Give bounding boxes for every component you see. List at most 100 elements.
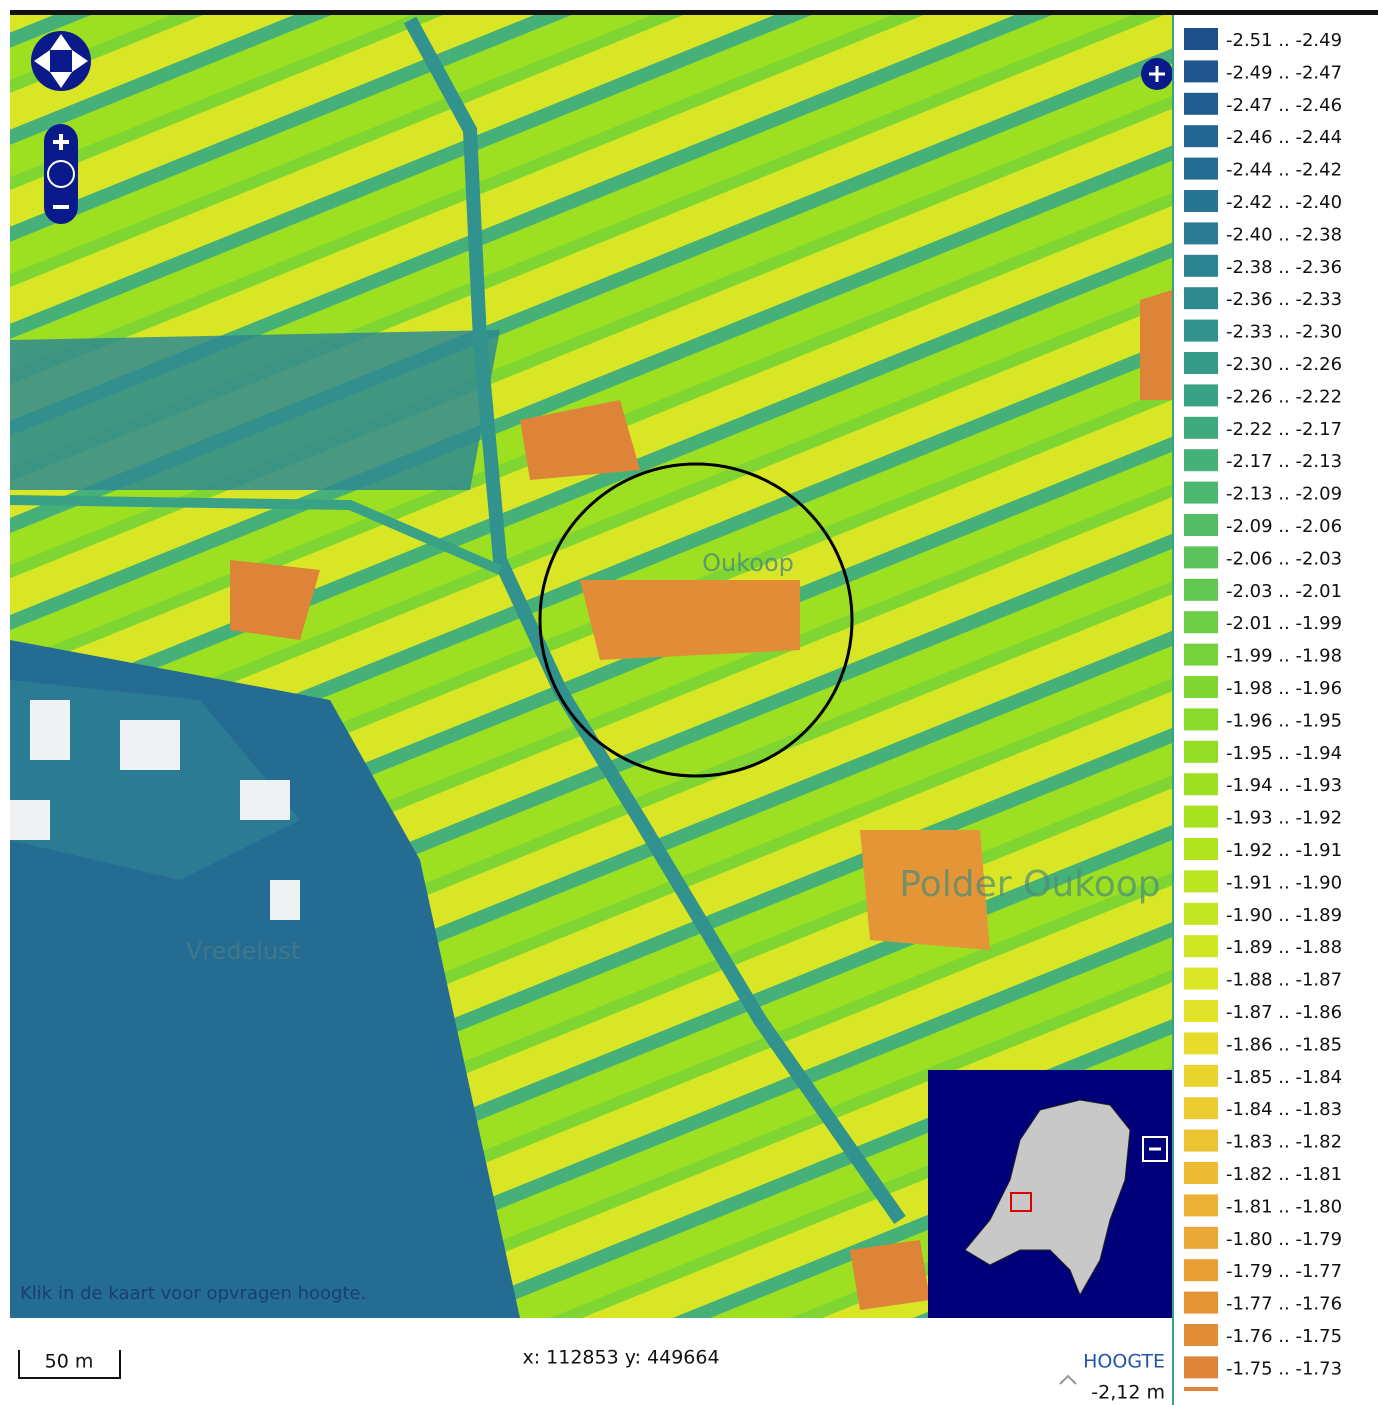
legend-swatch bbox=[1184, 28, 1218, 50]
legend-label: -2.26 .. -2.22 bbox=[1226, 386, 1342, 407]
place-label: Oukoop bbox=[702, 549, 794, 577]
raised-area bbox=[520, 400, 640, 480]
legend-label: -1.96 .. -1.95 bbox=[1226, 710, 1342, 731]
overview-extent bbox=[1010, 1192, 1032, 1212]
legend-label: -1.98 .. -1.96 bbox=[1226, 678, 1342, 699]
legend-swatch bbox=[1184, 838, 1218, 860]
legend-swatch bbox=[1184, 125, 1218, 148]
legend-swatch bbox=[1184, 1356, 1218, 1379]
legend-swatch bbox=[1184, 1291, 1218, 1314]
waterway bbox=[403, 16, 906, 1225]
legend-label: -1.79 .. -1.77 bbox=[1226, 1261, 1342, 1282]
legend-label: -1.91 .. -1.90 bbox=[1226, 872, 1342, 893]
pan-up[interactable] bbox=[50, 34, 72, 50]
height-title: HOOGTE bbox=[1083, 1351, 1165, 1373]
legend-label: -1.89 .. -1.88 bbox=[1226, 937, 1342, 958]
legend-swatch bbox=[1184, 384, 1218, 407]
legend-label: -1.82 .. -1.81 bbox=[1226, 1164, 1342, 1185]
raised-area bbox=[860, 830, 990, 950]
map-hint: Klik in de kaart voor opvragen hoogte. bbox=[20, 1283, 366, 1304]
legend-label: -2.33 .. -2.30 bbox=[1226, 322, 1342, 343]
legend-label: -2.40 .. -2.38 bbox=[1226, 224, 1342, 245]
scale-bar bbox=[18, 1350, 121, 1379]
legend-label: -1.90 .. -1.89 bbox=[1226, 905, 1342, 926]
legend-label: -1.76 .. -1.75 bbox=[1226, 1326, 1342, 1347]
no-data bbox=[120, 720, 180, 770]
pan-pad[interactable] bbox=[31, 31, 91, 91]
legend-label: -2.42 .. -2.40 bbox=[1226, 192, 1342, 213]
legend-swatch bbox=[1184, 676, 1218, 698]
legend-label: -2.30 .. -2.26 bbox=[1226, 354, 1342, 375]
coordinates: x: 112853 y: 449664 bbox=[522, 1347, 719, 1369]
legend-label: -1.99 .. -1.98 bbox=[1226, 646, 1342, 667]
legend-swatch bbox=[1184, 190, 1218, 212]
legend-swatch bbox=[1184, 1162, 1218, 1184]
zoom-in[interactable] bbox=[53, 134, 69, 150]
low-area bbox=[10, 330, 500, 490]
legend-label: -2.17 .. -2.13 bbox=[1226, 451, 1342, 472]
pan-left[interactable] bbox=[34, 50, 50, 72]
legend-swatch bbox=[1184, 1097, 1218, 1120]
legend-label: -2.47 .. -2.46 bbox=[1226, 95, 1342, 116]
zoom-world[interactable] bbox=[47, 160, 75, 188]
legend-swatch bbox=[1184, 481, 1218, 504]
legend-swatch bbox=[1184, 92, 1218, 115]
legend-swatch bbox=[1184, 902, 1218, 925]
legend-swatch bbox=[1184, 60, 1218, 83]
legend-swatch bbox=[1184, 1194, 1218, 1217]
waterway bbox=[9, 495, 502, 575]
raised-area bbox=[230, 560, 320, 640]
zoom-bar[interactable] bbox=[44, 124, 78, 224]
legend-label: -1.84 .. -1.83 bbox=[1226, 1099, 1342, 1120]
legend-label: -2.44 .. -2.42 bbox=[1226, 160, 1342, 181]
overview-map[interactable] bbox=[928, 1070, 1172, 1318]
legend-label: -2.49 .. -2.47 bbox=[1226, 62, 1342, 83]
layer-switcher[interactable] bbox=[1141, 58, 1173, 90]
legend-label: -1.85 .. -1.84 bbox=[1226, 1067, 1342, 1088]
legend-swatch bbox=[1184, 870, 1218, 893]
layer-toggle-icon bbox=[1149, 66, 1165, 82]
legend-label: -1.86 .. -1.85 bbox=[1226, 1034, 1342, 1055]
status-bar: 50 m x: 112853 y: 449664 HOOGTE -2,12 m bbox=[18, 1347, 1165, 1404]
legend-swatch bbox=[1184, 254, 1218, 277]
legend-swatch bbox=[1184, 319, 1218, 342]
pan-right[interactable] bbox=[72, 50, 88, 72]
legend-swatch bbox=[1184, 611, 1218, 634]
legend-label: -2.51 .. -2.49 bbox=[1226, 30, 1342, 51]
place-label: Vredelust bbox=[186, 937, 300, 965]
no-data bbox=[10, 800, 50, 840]
legend-label: -1.87 .. -1.86 bbox=[1226, 1002, 1342, 1023]
legend-label: -2.22 .. -2.17 bbox=[1226, 419, 1342, 440]
legend-label: -1.93 .. -1.92 bbox=[1226, 808, 1342, 829]
legend-swatch bbox=[1184, 514, 1218, 536]
legend-label: -2.46 .. -2.44 bbox=[1226, 127, 1342, 148]
legend-swatch bbox=[1184, 1129, 1218, 1152]
expand-icon[interactable] bbox=[1059, 1374, 1077, 1385]
legend-swatch bbox=[1184, 1064, 1218, 1087]
legend-swatch bbox=[1184, 708, 1218, 731]
no-data bbox=[270, 880, 300, 920]
highlight-circle bbox=[538, 462, 854, 778]
raised-area bbox=[850, 1240, 930, 1310]
legend-swatch bbox=[1184, 287, 1218, 310]
place-label: Polder Oukoop bbox=[899, 864, 1160, 905]
no-data bbox=[240, 780, 290, 820]
legend-swatch bbox=[1184, 773, 1218, 796]
pan-control[interactable] bbox=[31, 31, 91, 224]
legend-swatch bbox=[1184, 222, 1218, 245]
legend-label: -2.13 .. -2.09 bbox=[1226, 484, 1342, 505]
legend-swatch bbox=[1184, 1226, 1218, 1249]
legend-swatch bbox=[1184, 805, 1218, 828]
legend-label: -2.01 .. -1.99 bbox=[1226, 613, 1342, 634]
legend: -2.51 .. -2.49 -2.49 .. -2.47 -2.47 .. -2.… bbox=[1184, 28, 1342, 1379]
top-border bbox=[10, 10, 1378, 15]
legend-swatch bbox=[1184, 740, 1218, 763]
legend-swatch bbox=[1184, 1259, 1218, 1282]
legend-label: -1.83 .. -1.82 bbox=[1226, 1132, 1342, 1153]
legend-label: -2.38 .. -2.36 bbox=[1226, 257, 1342, 278]
legend-label: -1.94 .. -1.93 bbox=[1226, 775, 1342, 796]
pan-down[interactable] bbox=[50, 72, 72, 88]
legend-label: -1.81 .. -1.80 bbox=[1226, 1196, 1342, 1217]
